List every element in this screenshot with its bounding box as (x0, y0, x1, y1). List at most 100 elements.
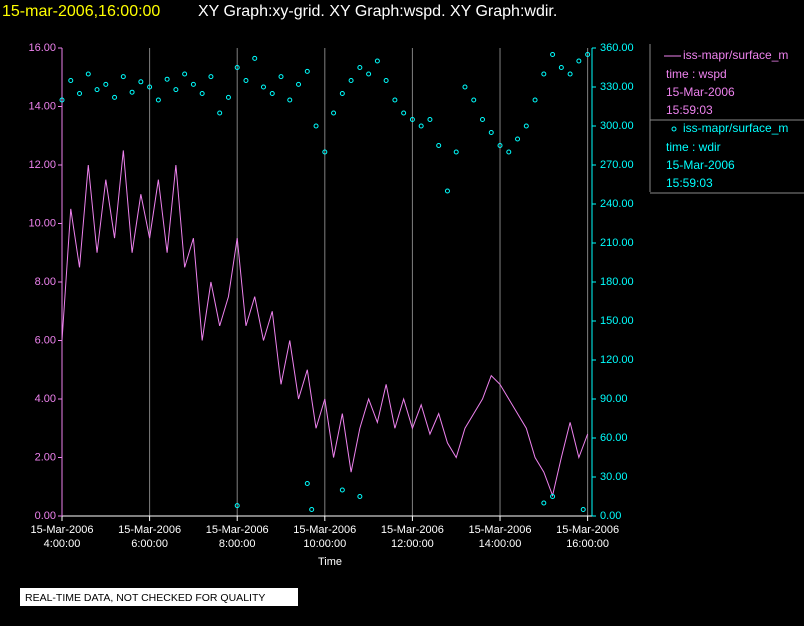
wdir-point (252, 55, 258, 61)
y-tick-label: 10.00 (28, 217, 56, 229)
wdir-point (567, 71, 573, 77)
wdir-point (515, 136, 521, 142)
wdir-point (59, 97, 65, 103)
wdir-point (331, 110, 337, 116)
y-tick-label: 4.00 (35, 393, 56, 405)
x-tick-label: 15-Mar-2006 10:00:00 (293, 524, 357, 550)
wdir-point (112, 94, 118, 100)
header-date: 15-mar-2006,16:00:00 (2, 3, 160, 20)
legend-detail: time : wdir (666, 140, 721, 154)
wdir-point (138, 79, 144, 85)
wdir-point (234, 65, 240, 70)
y2-tick-label: 120.00 (600, 354, 634, 366)
wdir-point (173, 87, 179, 93)
x-tick-label: 15-Mar-2006 8:00:00 (205, 524, 269, 550)
wdir-point (532, 97, 538, 103)
wdir-point (506, 149, 512, 155)
y-tick-label: 12.00 (28, 159, 56, 171)
wdir-point (208, 74, 214, 80)
y2-tick-label: 210.00 (600, 237, 634, 249)
x-tick-label: 15-Mar-2006 14:00:00 (468, 524, 532, 550)
wdir-point (488, 130, 494, 135)
wdir-point (523, 123, 529, 129)
wdir-point (585, 52, 591, 57)
wdir-point (550, 52, 556, 57)
wdir-point (374, 58, 380, 64)
y2-tick-label: 90.00 (600, 393, 628, 405)
wdir-point (471, 97, 477, 103)
legend-entry: iss-mapr/surface_m (683, 48, 788, 62)
wdir-point (85, 71, 91, 77)
wdir-point (401, 110, 407, 116)
wdir-point (409, 117, 415, 122)
y-tick-label: 2.00 (35, 451, 56, 463)
wdir-point (418, 123, 424, 129)
y-tick-label: 6.00 (35, 334, 56, 346)
x-tick-label: 15-Mar-2006 16:00:00 (556, 524, 620, 550)
wdir-point (550, 494, 556, 499)
wdir-point (296, 81, 302, 87)
wdir-point (155, 97, 161, 103)
wdir-point (234, 503, 240, 509)
wdir-point (366, 71, 372, 77)
y-tick-label: 0.00 (35, 510, 56, 522)
wdir-point (357, 65, 363, 70)
wdir-point (243, 78, 249, 83)
legend-entry: iss-mapr/surface_m (683, 121, 788, 135)
y2-tick-label: 150.00 (600, 315, 634, 327)
wdir-point (147, 84, 153, 90)
y2-tick-label: 270.00 (600, 159, 634, 171)
wdir-point (453, 149, 459, 155)
wdir-point (479, 117, 485, 122)
wdir-point (392, 97, 398, 103)
wdir-point (287, 97, 293, 103)
wdir-point (260, 84, 266, 90)
x-tick-label: 15-Mar-2006 6:00:00 (118, 524, 182, 550)
legend-detail: 15-Mar-2006 (666, 158, 735, 172)
wdir-point (103, 81, 109, 87)
legend-detail: 15-Mar-2006 (666, 85, 735, 99)
wdir-point (164, 76, 170, 82)
wdir-point (304, 481, 310, 486)
y-tick-label: 14.00 (28, 100, 56, 112)
x-axis-label: Time (318, 556, 342, 568)
wdir-point (580, 507, 586, 512)
wdir-point (339, 91, 345, 96)
wdir-point (304, 68, 310, 74)
wdir-point (68, 78, 74, 83)
wdir-point (541, 71, 547, 77)
wdir-point (313, 123, 319, 129)
wdir-point (436, 143, 442, 148)
note: REAL-TIME DATA, NOT CHECKED FOR QUALITY (25, 592, 265, 604)
note-box (20, 588, 298, 606)
wdir-point (182, 71, 188, 77)
x-tick-label: 15-Mar-2006 12:00:00 (380, 524, 444, 550)
wdir-point (444, 188, 450, 194)
y2-tick-label: 0.00 (600, 510, 621, 522)
y2-tick-label: 360.00 (600, 42, 634, 54)
wdir-point (199, 91, 205, 96)
wdir-point (558, 65, 564, 70)
y2-tick-label: 30.00 (600, 471, 628, 483)
wspd-line (61, 150, 589, 498)
wdir-point (357, 494, 363, 499)
y2-tick-label: 60.00 (600, 432, 628, 444)
wdir-point (94, 87, 100, 93)
legend-swatch (671, 126, 677, 132)
y2-tick-label: 330.00 (600, 81, 634, 93)
wdir-point (497, 143, 503, 148)
legend-detail: 15:59:03 (666, 103, 713, 117)
wdir-point (322, 149, 328, 155)
wdir-point (77, 91, 83, 96)
chart-title: XY Graph:xy-grid. XY Graph:wspd. XY Grap… (198, 3, 557, 20)
legend-detail: time : wspd (666, 67, 727, 81)
wdir-point (541, 500, 547, 506)
wdir-point (348, 78, 354, 83)
wdir-point (217, 110, 223, 116)
legend-detail: 15:59:03 (666, 176, 713, 190)
wdir-point (278, 74, 284, 80)
wdir-point (129, 89, 135, 95)
wdir-point (462, 84, 468, 90)
